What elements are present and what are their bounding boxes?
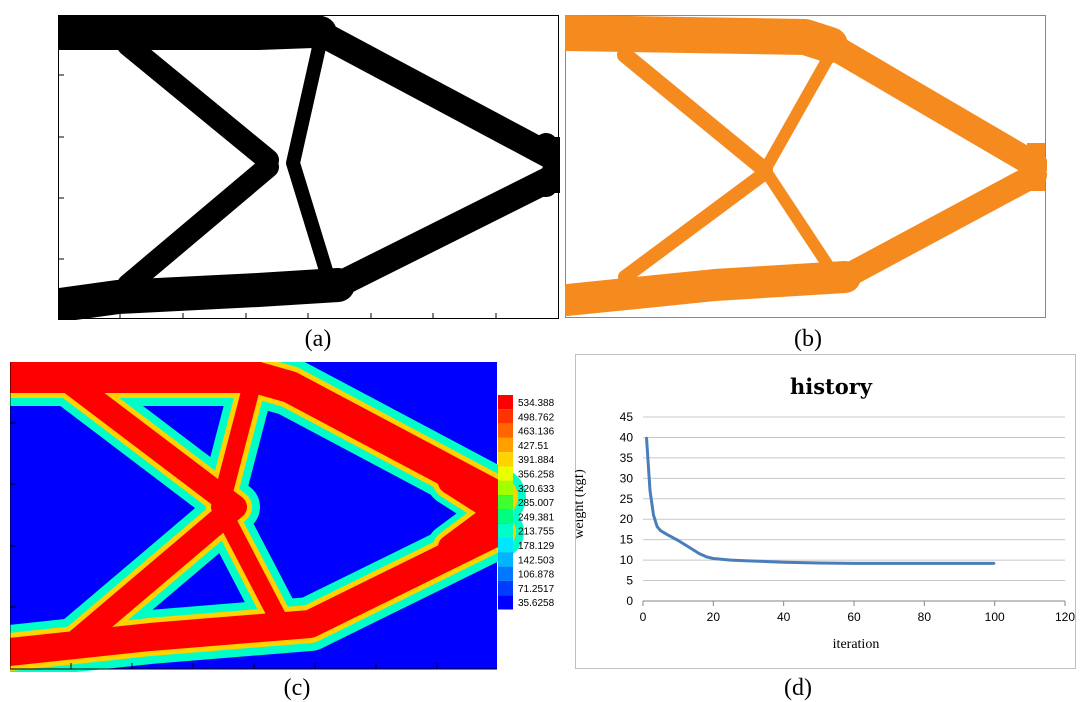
series-group bbox=[645, 436, 996, 565]
black-structure-figure bbox=[43, 14, 571, 322]
legend-label: 71.2517 bbox=[518, 584, 555, 595]
legend-label: 142.503 bbox=[518, 555, 555, 566]
y-tick-label: 45 bbox=[620, 410, 634, 424]
series-line bbox=[645, 437, 995, 565]
data-point bbox=[888, 562, 890, 565]
x-axis-label: iteration bbox=[833, 637, 880, 652]
legend-label: 463.136 bbox=[518, 427, 555, 438]
y-tick-label: 30 bbox=[620, 471, 634, 485]
y-tick-label: 20 bbox=[620, 512, 634, 526]
legend-label: 285.007 bbox=[518, 498, 555, 509]
legend-swatch bbox=[498, 395, 513, 410]
data-point bbox=[747, 560, 750, 562]
data-point bbox=[652, 514, 655, 516]
legend-label: 249.381 bbox=[518, 512, 555, 523]
history-chart: history weight (kgf) iteration 0 5 10 15 20 2… bbox=[572, 354, 1076, 669]
gridlines bbox=[642, 416, 1066, 606]
legend-label: 427.51 bbox=[518, 441, 549, 452]
legend-swatch bbox=[498, 509, 513, 524]
legend-swatch bbox=[498, 437, 513, 453]
legend-swatch bbox=[498, 595, 513, 610]
y-tick-label: 5 bbox=[626, 574, 633, 588]
legend-swatch bbox=[498, 495, 513, 510]
legend-swatch bbox=[498, 409, 513, 424]
data-point bbox=[993, 562, 996, 565]
y-axis-label: weight (kgf) bbox=[575, 469, 587, 539]
chart-frame bbox=[575, 354, 1076, 669]
data-point bbox=[649, 489, 651, 492]
data-point bbox=[782, 561, 785, 563]
legend-label: 534.388 bbox=[518, 398, 555, 409]
panel-b-orange-topology bbox=[549, 15, 1048, 320]
legend-swatch bbox=[498, 523, 513, 538]
x-tick-label: 120 bbox=[1055, 610, 1075, 624]
x-tick-label: 80 bbox=[918, 610, 932, 624]
data-point bbox=[677, 539, 679, 542]
data-point bbox=[818, 562, 820, 564]
panel-a-black-topology bbox=[43, 14, 571, 322]
legend-swatch bbox=[498, 538, 513, 553]
chart-title: history bbox=[790, 374, 873, 399]
legend-label: 106.878 bbox=[518, 570, 555, 581]
y-tick-label: 25 bbox=[620, 492, 634, 506]
data-point bbox=[712, 557, 715, 560]
x-tick-labels: 0 20 40 60 80 100 120 bbox=[640, 610, 1076, 624]
data-point bbox=[659, 529, 662, 532]
data-point bbox=[958, 562, 961, 565]
x-tick-label: 40 bbox=[777, 610, 791, 624]
legend-swatch bbox=[498, 566, 513, 581]
data-point bbox=[645, 436, 648, 439]
x-tick-label: 60 bbox=[847, 610, 861, 624]
panel-c-contour-plot: 534.388 498.762 463.136 427.51 391.884 356.25… bbox=[0, 348, 568, 679]
x-tick-label: 20 bbox=[707, 610, 721, 624]
legend-swatch bbox=[498, 580, 513, 596]
legend-label: 356.258 bbox=[518, 470, 555, 481]
x-tick-label: 100 bbox=[985, 610, 1005, 624]
y-tick-label: 0 bbox=[626, 594, 633, 608]
data-point bbox=[923, 562, 926, 565]
legend-label: 35.6258 bbox=[518, 598, 555, 609]
legend-label: 320.633 bbox=[518, 484, 555, 495]
data-point bbox=[730, 559, 732, 561]
x-tick-label: 0 bbox=[640, 610, 647, 624]
caption-d: (d) bbox=[784, 675, 812, 701]
data-point bbox=[687, 546, 690, 548]
color-legend: 534.388 498.762 463.136 427.51 391.884 356.25… bbox=[498, 395, 555, 610]
black-structure bbox=[43, 14, 571, 322]
legend-label: 391.884 bbox=[518, 455, 555, 466]
y-tick-label: 40 bbox=[620, 430, 634, 444]
legend-label: 213.755 bbox=[518, 527, 555, 538]
y-tick-label: 15 bbox=[620, 533, 634, 547]
caption-b: (b) bbox=[794, 326, 822, 352]
contour-bands bbox=[0, 348, 526, 679]
legend-label: 498.762 bbox=[518, 412, 555, 423]
y-tick-label: 35 bbox=[620, 451, 634, 465]
orange-structure-figure bbox=[549, 15, 1048, 318]
axis-ticks-c bbox=[9, 362, 497, 670]
data-point bbox=[666, 533, 669, 536]
orange-structure bbox=[549, 15, 1048, 316]
data-point bbox=[656, 525, 658, 528]
legend-swatch bbox=[498, 552, 513, 567]
legend-swatch bbox=[498, 466, 513, 481]
y-tick-labels: 0 5 10 15 20 25 30 35 40 45 bbox=[620, 410, 634, 608]
legend-swatch bbox=[498, 480, 513, 496]
caption-c: (c) bbox=[283, 675, 311, 701]
legend-label: 178.129 bbox=[518, 541, 555, 552]
data-point bbox=[698, 552, 701, 555]
data-point bbox=[853, 562, 855, 565]
legend-swatch bbox=[498, 452, 513, 467]
legend-swatch bbox=[498, 423, 513, 438]
axis-ticks-a bbox=[58, 74, 497, 319]
caption-a: (a) bbox=[304, 326, 332, 352]
y-tick-label: 10 bbox=[620, 553, 634, 567]
data-point bbox=[705, 556, 708, 558]
panel-d-history-chart: history weight (kgf) iteration 0 5 10 15 20 2… bbox=[572, 354, 1077, 670]
contour-figure: 534.388 498.762 463.136 427.51 391.884 356.25… bbox=[0, 348, 555, 679]
